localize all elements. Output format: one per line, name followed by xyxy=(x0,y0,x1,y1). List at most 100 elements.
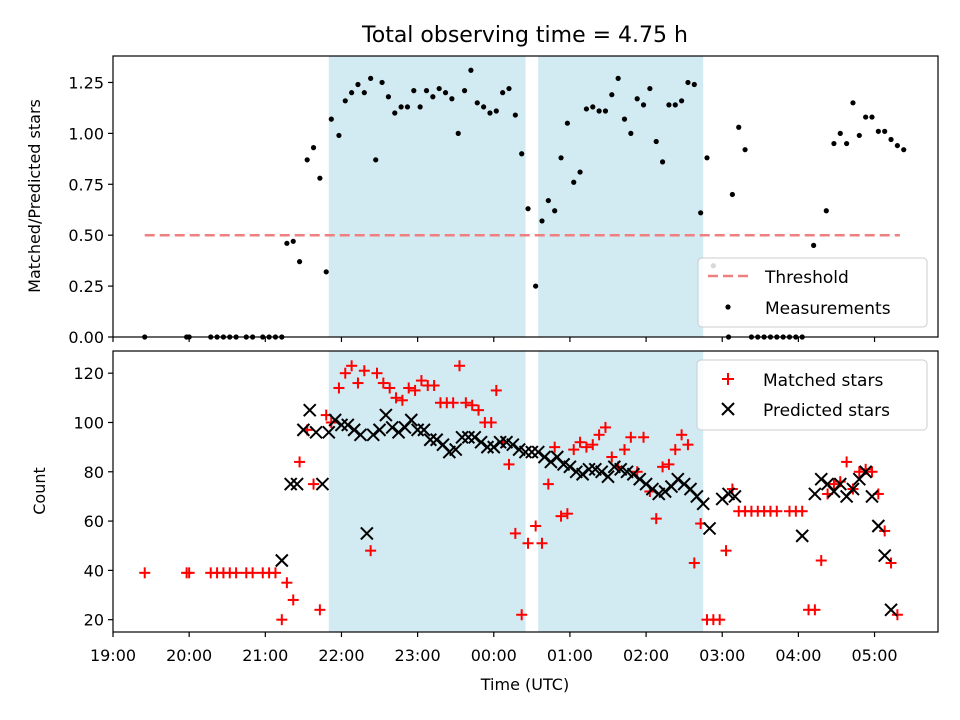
x-tick-label: 23:00 xyxy=(395,646,441,665)
measurement-point xyxy=(628,130,634,136)
measurement-point xyxy=(361,90,367,96)
measurement-point xyxy=(837,130,843,136)
x-stroke-b xyxy=(531,445,545,459)
measurement-point xyxy=(571,179,577,185)
matched-star-point xyxy=(841,456,853,468)
predicted-star-point xyxy=(487,440,501,454)
measurement-point xyxy=(609,92,615,98)
x-stroke-b xyxy=(814,472,828,486)
x-stroke-b xyxy=(315,477,330,491)
matched-star-point xyxy=(352,377,364,389)
y-tick-label: 40 xyxy=(84,561,104,580)
x-stroke-b xyxy=(429,433,444,447)
x-tick-label: 20:00 xyxy=(166,646,212,665)
x-stroke-b xyxy=(658,484,672,499)
measurement-point xyxy=(882,128,888,134)
x-stroke-b xyxy=(448,442,463,457)
matched-star-point xyxy=(287,594,299,606)
matched-star-point xyxy=(365,545,377,557)
matched-star-point xyxy=(599,421,611,433)
x-stroke-b xyxy=(410,423,425,437)
predicted-star-point xyxy=(626,467,641,481)
predicted-star-point xyxy=(303,403,317,417)
x-stroke-b xyxy=(633,472,647,486)
matched-star-point xyxy=(549,441,561,453)
matched-star-point xyxy=(885,557,897,569)
x-stroke-b xyxy=(721,487,736,501)
x-stroke-b xyxy=(594,465,609,479)
predicted-star-point xyxy=(525,445,539,459)
measurement-point xyxy=(672,102,678,108)
x-stroke-b xyxy=(620,465,634,479)
measurement-point xyxy=(436,85,442,92)
matched-star-point xyxy=(771,505,783,517)
x-stroke-b xyxy=(417,423,431,437)
measurement-point xyxy=(487,110,493,116)
measurement-point xyxy=(634,96,640,102)
predicted-star-point xyxy=(594,465,609,479)
measurement-point xyxy=(461,88,468,94)
measurement-point xyxy=(512,112,518,118)
matched-star-point xyxy=(485,416,497,428)
matched-star-point xyxy=(415,375,427,387)
predicted-star-point xyxy=(715,492,729,506)
predicted-star-point xyxy=(385,420,399,435)
predicted-star-point xyxy=(423,433,438,447)
bottom-plot-frame xyxy=(112,350,939,633)
x-stroke-b xyxy=(544,455,558,469)
measurement-point xyxy=(310,145,317,151)
measurement-point xyxy=(666,102,672,108)
measurement-point xyxy=(653,138,659,145)
y-tick-label: 1.25 xyxy=(68,73,104,92)
x-stroke-b xyxy=(820,477,835,491)
legend-predicted-swatch xyxy=(721,402,735,416)
x-stroke-b xyxy=(563,460,577,474)
predicted-star-point xyxy=(448,442,463,457)
matched-star-point xyxy=(536,537,548,549)
matched-star-point xyxy=(663,458,675,470)
y-tick-label: 20 xyxy=(84,611,104,630)
predicted-star-point xyxy=(563,460,577,474)
matched-star-point xyxy=(676,429,688,441)
matched-star-point xyxy=(638,431,650,443)
predicted-star-point xyxy=(322,425,336,440)
top-x-ticks xyxy=(112,337,876,342)
top-y-ticks: 0.00 0.25 0.50 0.75 1.00 1.25 xyxy=(68,73,113,347)
matched-star-point xyxy=(390,392,402,404)
predicted-star-point xyxy=(429,433,444,447)
highlight-span xyxy=(538,351,704,632)
matched-star-point xyxy=(619,444,630,456)
top-y-axis-label: Matched/Predicted stars xyxy=(25,99,44,293)
measurement-point xyxy=(323,269,329,275)
top-panel: 0.00 0.25 0.50 0.75 1.00 1.25 Matched/Predict… xyxy=(25,55,939,347)
x-stroke-b xyxy=(493,435,507,449)
y-tick-label: 80 xyxy=(84,463,104,482)
predicted-star-point xyxy=(404,413,418,427)
matched-star-point xyxy=(314,604,326,616)
measurement-point xyxy=(823,208,829,214)
measurement-point xyxy=(577,169,583,175)
x-stroke-b xyxy=(683,482,698,496)
x-tick-label: 04:00 xyxy=(775,646,821,665)
measurement-point xyxy=(596,108,602,114)
measurement-point xyxy=(679,98,685,104)
measurement-point xyxy=(615,75,621,81)
predicted-star-point xyxy=(537,450,552,464)
measurement-point xyxy=(368,75,374,81)
measurement-point xyxy=(349,90,355,96)
matched-star-point xyxy=(879,525,891,537)
measurement-point xyxy=(901,147,907,153)
matched-star-point xyxy=(294,456,306,468)
matched-star-point xyxy=(403,382,415,394)
x-stroke-b xyxy=(353,428,368,442)
x-stroke-b xyxy=(556,457,571,472)
measurement-point xyxy=(493,108,499,114)
predicted-star-point xyxy=(871,519,886,533)
matched-star-point xyxy=(587,439,599,451)
top-legend-box xyxy=(697,257,928,328)
predicted-star-point xyxy=(366,428,380,442)
highlight-span xyxy=(328,56,526,337)
predicted-star-point xyxy=(601,470,615,484)
x-stroke-b xyxy=(715,492,729,506)
x-tick-label: 19:00 xyxy=(90,646,136,665)
